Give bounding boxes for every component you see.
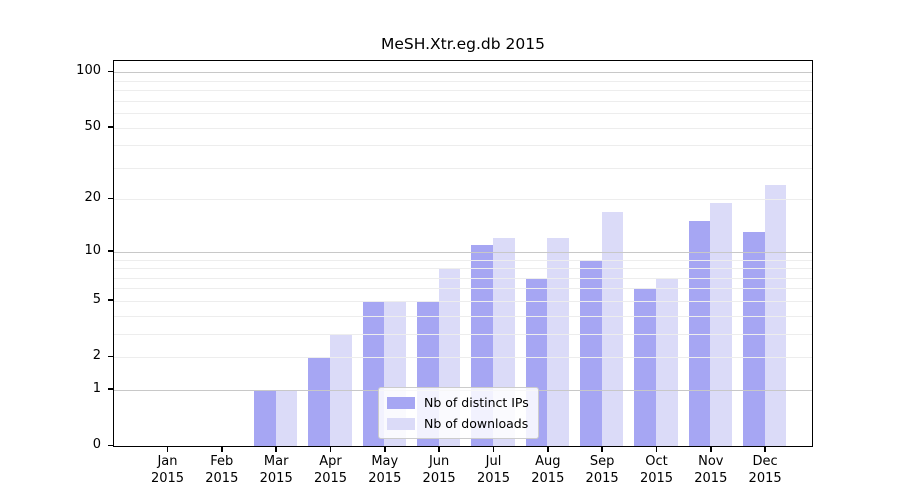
y-tick-mark-10 bbox=[108, 250, 113, 252]
y-tick-label-20: 20 bbox=[84, 190, 101, 206]
bar-distinct-ips-dec bbox=[742, 232, 765, 446]
gridline-minor-90 bbox=[114, 80, 812, 82]
x-tick-label-oct: Oct 2015 bbox=[639, 454, 674, 486]
legend-label-downloads: Nb of downloads bbox=[424, 416, 529, 431]
bar-distinct-ips-oct bbox=[634, 288, 656, 446]
x-tick-label-feb: Feb 2015 bbox=[205, 454, 239, 486]
x-tick-mark-jul bbox=[492, 446, 495, 452]
bar-downloads-apr bbox=[329, 333, 352, 446]
gridline-minor-60 bbox=[114, 113, 812, 114]
gridline-minor-8 bbox=[114, 268, 812, 269]
gridline-minor-50 bbox=[114, 127, 812, 129]
y-tick-label-1: 1 bbox=[92, 380, 101, 396]
bar-downloads-sep bbox=[601, 211, 624, 446]
plot-area: Nb of distinct IPs Nb of downloads bbox=[113, 60, 813, 447]
y-tick-label-100: 100 bbox=[76, 63, 101, 79]
gridline-minor-70 bbox=[114, 100, 812, 102]
x-tick-label-aug: Aug 2015 bbox=[531, 454, 565, 486]
gridline-minor-4 bbox=[114, 315, 812, 317]
x-tick-mark-jan bbox=[166, 446, 169, 452]
x-tick-mark-jun bbox=[438, 446, 440, 452]
bar-downloads-mar bbox=[275, 389, 298, 446]
x-tick-label-jan: Jan 2015 bbox=[150, 454, 185, 486]
x-tick-mark-nov bbox=[710, 446, 712, 452]
y-tick-mark-1 bbox=[108, 388, 113, 390]
gridline-minor-40 bbox=[114, 145, 812, 147]
x-tick-mark-apr bbox=[329, 446, 332, 452]
bar-downloads-oct bbox=[655, 277, 678, 446]
bar-distinct-ips-mar bbox=[253, 389, 276, 446]
bar-distinct-ips-sep bbox=[579, 259, 602, 446]
x-tick-label-dec: Dec 2015 bbox=[748, 454, 782, 486]
x-tick-label-mar: Mar 2015 bbox=[259, 454, 293, 486]
y-tick-mark-5 bbox=[108, 299, 113, 301]
legend-label-distinct-ips: Nb of distinct IPs bbox=[424, 395, 529, 410]
x-tick-mark-may bbox=[384, 446, 386, 452]
y-tick-label-2: 2 bbox=[92, 348, 101, 363]
bar-distinct-ips-apr bbox=[308, 357, 330, 446]
gridline-minor-30 bbox=[114, 167, 812, 169]
y-tick-label-50: 50 bbox=[84, 118, 101, 134]
legend-swatch-distinct-ips bbox=[387, 396, 415, 409]
x-tick-label-jul: Jul 2015 bbox=[476, 454, 511, 486]
y-tick-mark-100 bbox=[108, 70, 113, 73]
x-tick-mark-oct bbox=[655, 446, 658, 452]
gridline-major-100 bbox=[114, 72, 812, 74]
x-tick-label-apr: Apr 2015 bbox=[313, 454, 348, 486]
legend-swatch-downloads bbox=[387, 417, 415, 430]
y-tick-label-0: 0 bbox=[92, 437, 101, 452]
chart-title: MeSH.Xtr.eg.db 2015 bbox=[381, 35, 545, 53]
legend-item-distinct-ips: Nb of distinct IPs bbox=[387, 395, 529, 410]
x-tick-mark-feb bbox=[221, 446, 223, 452]
x-tick-mark-aug bbox=[547, 446, 549, 452]
gridline-minor-3 bbox=[114, 333, 812, 335]
gridline-minor-20 bbox=[114, 199, 812, 201]
y-tick-mark-0 bbox=[108, 444, 113, 446]
x-tick-label-may: May 2015 bbox=[368, 454, 402, 486]
gridline-minor-2 bbox=[114, 357, 812, 358]
x-tick-label-sep: Sep 2015 bbox=[585, 454, 619, 486]
x-tick-label-nov: Nov 2015 bbox=[694, 454, 728, 486]
bar-downloads-nov bbox=[710, 203, 732, 446]
x-tick-mark-sep bbox=[601, 446, 603, 452]
legend-item-downloads: Nb of downloads bbox=[387, 416, 529, 431]
x-tick-mark-dec bbox=[764, 446, 766, 452]
y-tick-mark-20 bbox=[108, 197, 113, 200]
gridline-minor-5 bbox=[114, 300, 812, 302]
gridline-minor-7 bbox=[114, 277, 812, 279]
y-tick-mark-2 bbox=[108, 355, 113, 357]
bar-downloads-aug bbox=[547, 238, 569, 446]
gridline-minor-80 bbox=[114, 90, 812, 91]
gridline-major-10 bbox=[114, 251, 812, 253]
y-tick-label-5: 5 bbox=[92, 291, 101, 307]
legend: Nb of distinct IPs Nb of downloads bbox=[378, 387, 539, 439]
y-tick-label-10: 10 bbox=[84, 242, 101, 258]
y-tick-mark-50 bbox=[108, 126, 113, 128]
gridline-minor-9 bbox=[114, 259, 812, 261]
gridline-minor-6 bbox=[114, 288, 812, 290]
x-tick-mark-mar bbox=[275, 446, 277, 452]
x-tick-label-jun: Jun 2015 bbox=[422, 454, 456, 486]
